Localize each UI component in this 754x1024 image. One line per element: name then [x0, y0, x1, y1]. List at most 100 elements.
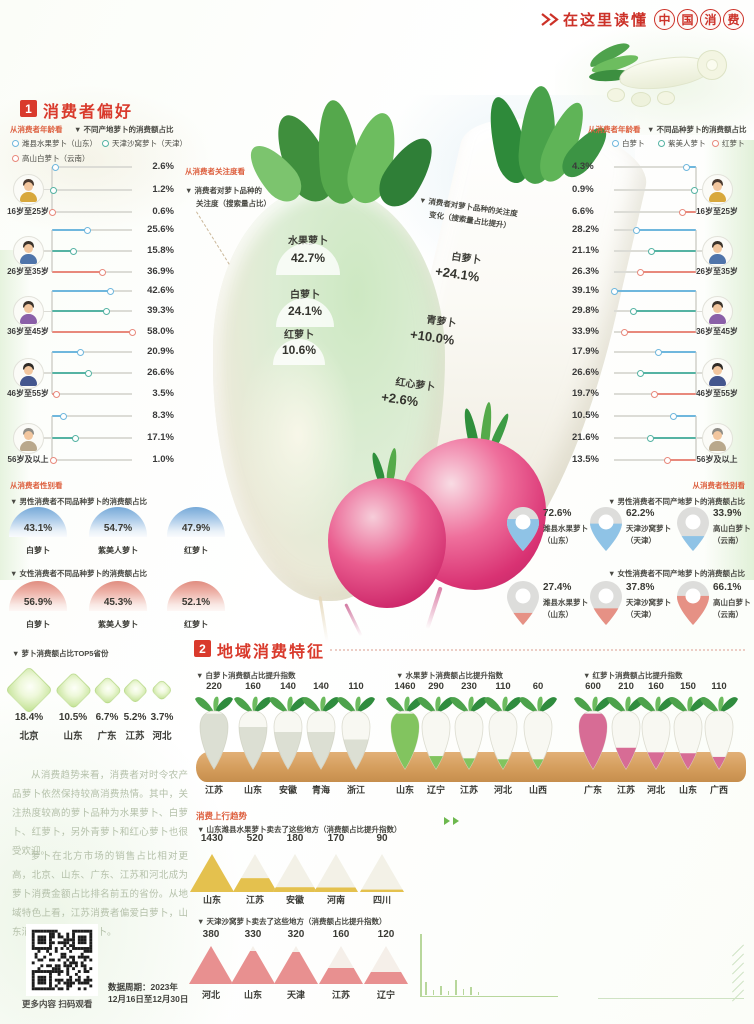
value-line: [52, 437, 132, 439]
dome-label: 紫美人萝卜: [98, 546, 138, 555]
radish-bar-value: 140: [313, 681, 329, 692]
value-marker: [102, 307, 110, 315]
value-line-colored: [52, 228, 88, 232]
value-line-colored: [650, 436, 696, 440]
gender-variety-subhead: 从消费者性别看: [10, 481, 63, 490]
value-line-colored: [686, 165, 696, 169]
value-line-colored: [640, 270, 696, 274]
radish-bar-icon: [699, 691, 739, 777]
avatar-face: [23, 304, 33, 313]
triangle-chart-icon: [273, 944, 319, 986]
ruler-tick: [432, 990, 434, 995]
avatar-face: [712, 243, 722, 253]
age-left-value: 2.6%: [152, 161, 174, 172]
age-avatar-icon: [12, 296, 44, 327]
avatar-face: [712, 182, 722, 191]
radish-slice: [631, 92, 651, 107]
radish-bar-value: 140: [280, 681, 296, 692]
dome-label: 红萝卜: [184, 546, 208, 555]
chart-fruit-radish-caption: ▼ 水果萝卜消费额占比提升指数: [396, 671, 504, 680]
avatar-body: [708, 192, 726, 202]
dome-label: 紫美人萝卜: [98, 620, 138, 629]
value-marker: [49, 456, 57, 464]
value-marker: [654, 348, 662, 356]
radish-bar-icon: [385, 691, 425, 777]
top5-province: 北京: [19, 731, 39, 742]
radish-bar-value: 110: [495, 681, 511, 692]
value-marker: [77, 348, 85, 356]
avatar-body: [19, 253, 37, 264]
value-line-colored: [52, 330, 132, 334]
play-arrows-icon: [444, 817, 450, 825]
ruler-tick: [470, 987, 472, 995]
section-1-number: 1: [20, 100, 37, 117]
value-marker: [99, 268, 107, 276]
value-line: [614, 189, 696, 191]
value-line-colored: [673, 414, 696, 418]
top5-province: 广东: [97, 731, 117, 742]
value-line-colored: [654, 392, 696, 396]
pin-origin: （天津）: [626, 610, 656, 619]
age-avatar-icon: [701, 235, 733, 267]
chart-white-radish-caption: ▼ 白萝卜消费额占比提升指数: [196, 671, 296, 680]
age-right-value: 26.6%: [572, 367, 599, 378]
age-avatar-icon: [701, 174, 733, 205]
radish-bar-value: 110: [348, 681, 364, 692]
pin-chart-icon: [589, 580, 623, 626]
legend-label: 紫美人萝卜: [668, 138, 706, 148]
age-group-label: 56岁及以上: [7, 455, 49, 464]
radish-bar-icon: [449, 691, 489, 777]
gender-origin-female-caption: ▼ 女性消费者不同产地萝卜的消费额占比: [607, 569, 745, 578]
avatar-face: [712, 365, 722, 375]
play-arrows-icon: [453, 817, 459, 825]
legend-label: 红萝卜: [722, 138, 745, 148]
avatar-face: [23, 365, 33, 375]
avatar-body: [19, 192, 37, 202]
triangle-province: 辽宁: [376, 990, 395, 1000]
value-line-colored: [640, 371, 696, 375]
attention-change-block: ▼ 消费者对萝卜品种的关注度 变化（搜索量占比提升） 白萝卜 +24.1% 青萝卜 +…: [367, 192, 590, 466]
top5-province: 山东: [63, 731, 83, 742]
connector-line: [696, 310, 703, 313]
dome-value: 45.3%: [103, 597, 133, 608]
top5-value: 18.4%: [14, 712, 44, 723]
pin-chart-icon: [506, 506, 540, 552]
pin-value: 72.6%: [543, 508, 572, 519]
radish-bar-value: 210: [618, 681, 634, 692]
triangle-province: 河南: [326, 895, 345, 905]
value-line: [52, 415, 132, 417]
value-line: [52, 166, 132, 168]
ruler-tick: [462, 989, 464, 995]
radish-bar-icon: [194, 691, 234, 777]
brand-circle-char: 费: [723, 9, 744, 30]
dashed-connector-line: [196, 211, 230, 265]
pin-name: 高山白萝卜: [713, 598, 751, 607]
value-line-colored: [52, 371, 89, 375]
attention-item-name: 红萝卜: [284, 330, 314, 341]
age-left-subhead: 从消费者年龄看: [10, 125, 63, 134]
radish-bar-province: 山西: [528, 785, 547, 795]
radish-bar-icon: [483, 691, 523, 777]
value-marker: [52, 163, 60, 171]
age-right-value: 21.6%: [572, 432, 599, 443]
pin-origin: （山东）: [543, 536, 573, 545]
legend-item: 高山白萝卜（云南）: [12, 153, 90, 163]
triangle-chart-icon: [313, 852, 359, 894]
value-line: [614, 166, 696, 168]
attention-caption-line2: 关注度（搜索量占比）: [196, 199, 271, 208]
attention-item-value: 10.6%: [281, 343, 317, 357]
value-marker: [50, 186, 58, 194]
legend-dot-icon: [12, 139, 19, 147]
attention-caption-line1: ▼ 消费者对萝卜品种的: [185, 186, 263, 195]
value-line: [52, 459, 132, 461]
avatar-body: [708, 375, 726, 386]
brand-circles: 中国消费: [652, 9, 744, 30]
triangle-value: 160: [332, 929, 350, 940]
value-line-colored: [52, 249, 74, 253]
value-line-colored: [52, 309, 107, 313]
value-marker: [49, 208, 57, 216]
top5-province: 河北: [152, 731, 172, 742]
pin-origin: （山东）: [543, 610, 573, 619]
age-right-value: 17.9%: [572, 346, 599, 357]
value-line-colored: [658, 350, 696, 354]
